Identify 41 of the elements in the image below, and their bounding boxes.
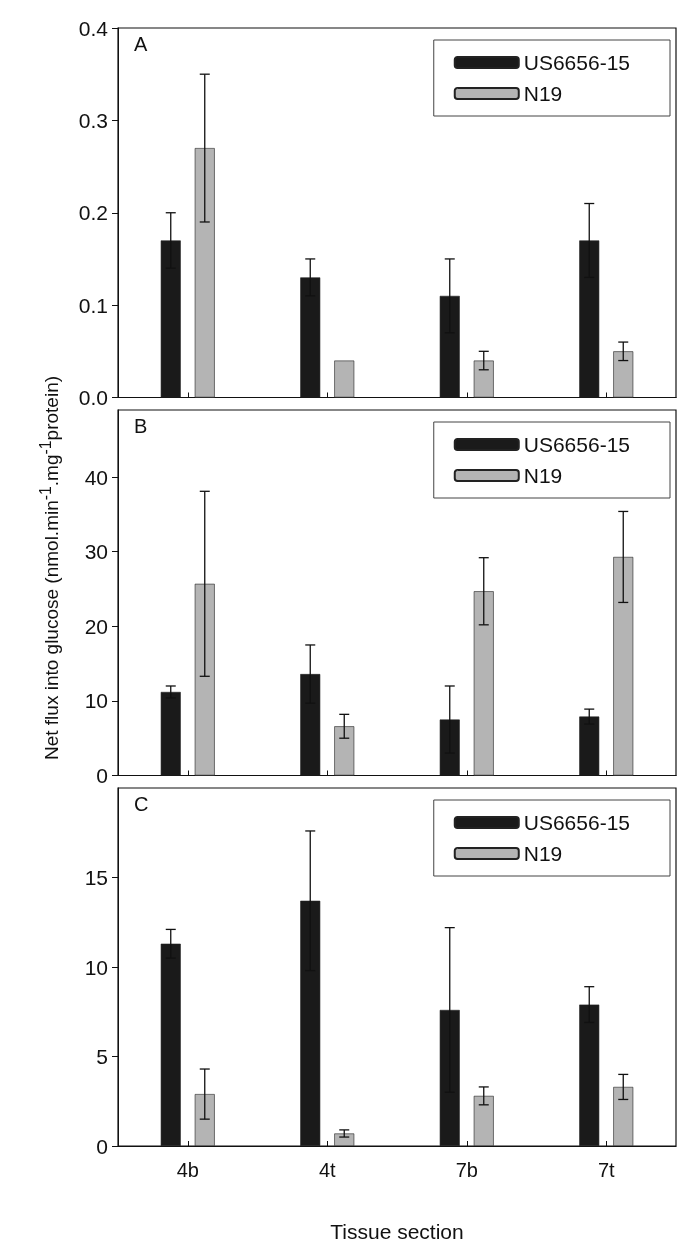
bar	[613, 556, 634, 776]
y-tick-label: 30	[84, 540, 108, 564]
bar	[334, 360, 355, 398]
y-tick-label: 0.1	[78, 293, 108, 317]
y-tick-label: 5	[96, 1045, 108, 1068]
x-tick-label: 4t	[318, 1159, 337, 1181]
y-tick-label: 0	[96, 1134, 108, 1158]
bar	[473, 591, 494, 776]
x-tick-label: 7t	[597, 1159, 616, 1181]
y-tick-label: 10	[84, 955, 108, 979]
bar	[334, 1133, 355, 1146]
y-tick-label: 15	[84, 866, 108, 889]
bar	[194, 583, 215, 776]
legend-label: N19	[523, 842, 563, 865]
bar	[613, 351, 634, 398]
legend-label: US6656-15	[523, 811, 631, 834]
y-tick-label: 0.2	[78, 201, 108, 225]
legend-label: US6656-15	[523, 433, 631, 456]
y-tick-label: 20	[84, 614, 108, 638]
y-tick-label: 10	[84, 689, 108, 713]
bar	[473, 360, 494, 398]
x-tick-label: 4b	[176, 1159, 199, 1181]
y-tick-label: 0.0	[78, 386, 108, 409]
legend-label: N19	[523, 464, 563, 487]
bar	[194, 148, 215, 398]
y-tick-label: 40	[84, 465, 108, 489]
x-axis-title: Tissue section	[330, 1220, 464, 1243]
bar	[160, 691, 181, 776]
legend-label: N19	[523, 82, 563, 105]
annotation: B	[134, 415, 148, 437]
bar	[334, 726, 355, 776]
legend-label: US6656-15	[523, 51, 631, 74]
y-tick-label: 0.4	[78, 16, 109, 40]
y-tick-label: 0	[96, 764, 108, 787]
bar	[613, 1086, 634, 1146]
y-tick-label: 0.3	[78, 108, 108, 132]
bar	[194, 1094, 215, 1146]
bar	[473, 1095, 494, 1146]
x-tick-label: 7b	[455, 1159, 478, 1181]
annotation: A	[134, 33, 148, 55]
annotation: C	[134, 793, 149, 815]
